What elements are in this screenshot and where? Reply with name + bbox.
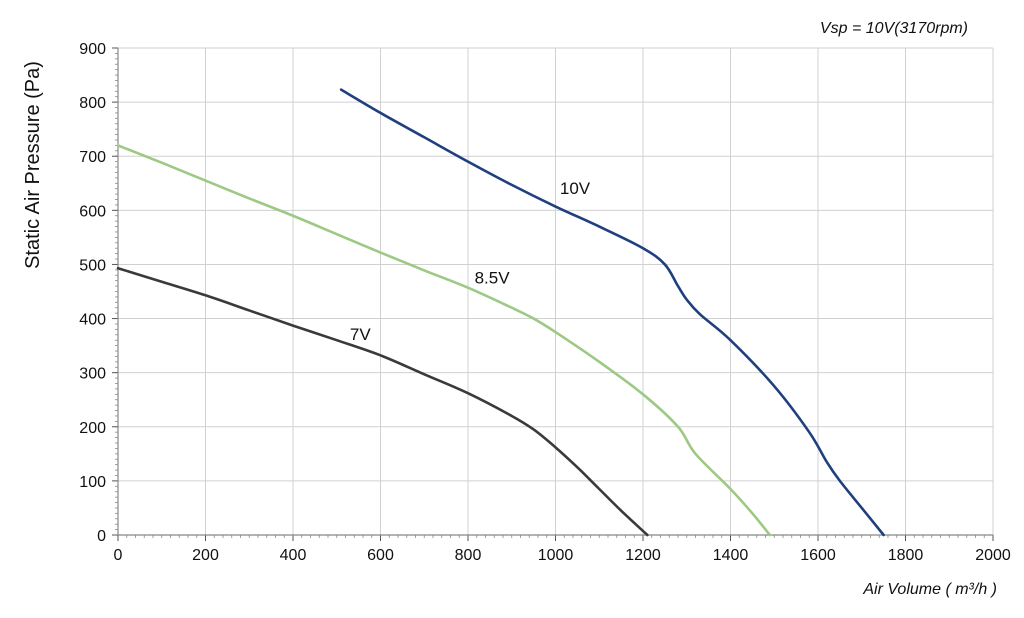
y-tick-label: 700 [79, 149, 106, 166]
y-tick-label: 200 [79, 420, 106, 437]
axes [112, 47, 994, 541]
x-tick-label: 800 [455, 547, 482, 564]
series-label-10V: 10V [560, 179, 591, 198]
x-tick-label: 1800 [888, 547, 924, 564]
x-tick-label: 2000 [975, 547, 1011, 564]
series-line-10V [339, 88, 885, 537]
x-tick-label: 0 [114, 547, 123, 564]
x-tick-label: 1000 [538, 547, 574, 564]
y-tick-label: 100 [79, 474, 106, 491]
series-group [116, 88, 885, 537]
x-tick-labels: 0 200 400 600 800 1000 1200 1400 1600 1800 2000 [114, 547, 1011, 564]
y-tick-label: 900 [79, 41, 106, 58]
y-axis-title: Static Air Pressure (Pa) [22, 61, 44, 269]
y-tick-label: 400 [79, 312, 106, 329]
x-tick-label: 1600 [800, 547, 836, 564]
series-labels: 10V 8.5V 7V [350, 179, 591, 344]
x-tick-label: 200 [192, 547, 219, 564]
x-tick-label: 1200 [625, 547, 661, 564]
y-tick-label: 600 [79, 203, 106, 220]
annotation-vsp: Vsp = 10V(3170rpm) [820, 20, 968, 37]
y-tick-label: 500 [79, 257, 106, 274]
x-tick-label: 600 [367, 547, 394, 564]
series-label-7V: 7V [350, 325, 371, 344]
series-line-7V [116, 266, 649, 537]
y-tick-label: 800 [79, 95, 106, 112]
y-tick-labels: 0 100 200 300 400 500 600 700 800 900 [79, 41, 106, 545]
y-tick-label: 300 [79, 366, 106, 383]
grid [117, 47, 994, 536]
y-tick-label: 0 [97, 528, 106, 545]
series-label-8-5V: 8.5V [475, 268, 511, 287]
series-line-8-5V [116, 144, 772, 537]
x-axis-title: Air Volume ( m³/h ) [862, 581, 997, 598]
x-tick-label: 400 [280, 547, 307, 564]
x-tick-label: 1400 [713, 547, 749, 564]
